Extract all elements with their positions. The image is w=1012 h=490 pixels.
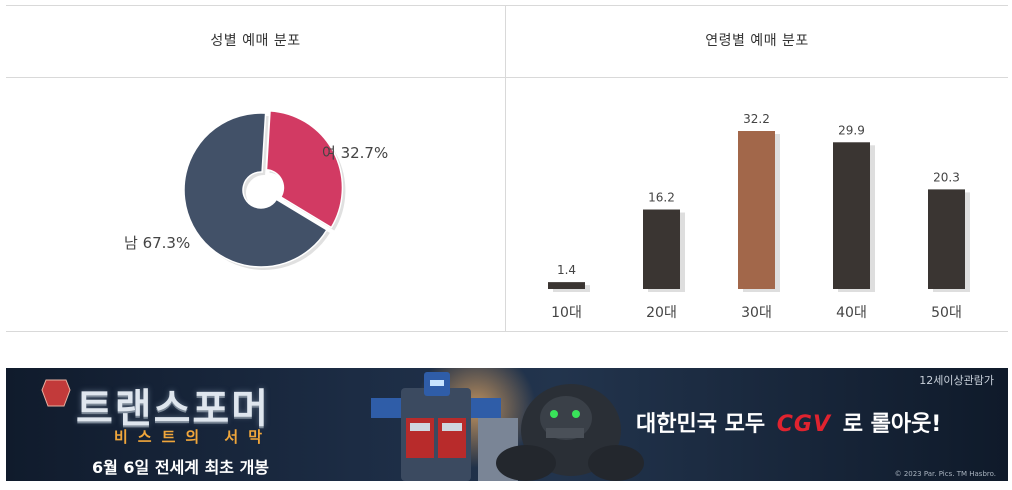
banner-movie-subtitle: 비스트의 서막 [114, 428, 273, 446]
cgv-logo: CGV [776, 412, 832, 437]
age-chart-title: 연령별 예매 분포 [705, 33, 809, 49]
bar-value-label: 29.9 [838, 123, 865, 137]
bar-10대 [548, 282, 585, 289]
female-share-label: 여 32.7% [322, 144, 389, 162]
banner-artwork [6, 368, 1008, 481]
header-divider [6, 77, 1008, 78]
gender-pie-svg [183, 110, 346, 271]
category-label: 10대 [551, 305, 582, 321]
bar-value-label: 32.2 [743, 112, 770, 126]
bar-50대 [928, 189, 965, 289]
bar-20대 [643, 209, 680, 289]
category-label: 50대 [931, 305, 962, 321]
banner-copyright: © 2023 Par. Pics. TM Hasbro. [894, 470, 996, 478]
age-bar-svg: 1.4 10대 16.2 20대 32.2 30대 29.9 40대 20.3 50대 [548, 112, 970, 321]
banner-slogan: 대한민국 모두 CGV 로 롤아웃! [636, 406, 941, 438]
optimus-primal-figure [496, 384, 644, 481]
banner-age-rating: 12세이상관람가 [919, 374, 994, 387]
bar-value-label: 1.4 [557, 263, 576, 277]
pie-slice-male [183, 112, 328, 268]
movie-ad-banner[interactable]: 트랜스포머 비스트의 서막 6월 6일 전세계 최초 개봉 12세이상관람가 대… [6, 368, 1008, 481]
gender-chart-title: 성별 예매 분포 [210, 33, 301, 49]
banner-movie-title: 트랜스포머 [76, 386, 270, 432]
optimus-prime-figure [371, 372, 518, 481]
booking-stats-section: 성별 예매 분포 연령별 예매 분포 여 32.7% 남 67.3% 1.4 10… [6, 5, 1008, 332]
slogan-prefix: 대한민국 모두 [636, 412, 766, 437]
banner-release-date: 6월 6일 전세계 최초 개봉 [92, 458, 270, 477]
bar-40대 [833, 142, 870, 289]
age-bar-chart: 1.4 10대 16.2 20대 32.2 30대 29.9 40대 20.3 50대 [506, 78, 1008, 330]
category-label: 40대 [836, 305, 867, 321]
slogan-suffix: 로 롤아웃! [842, 412, 942, 437]
category-label: 30대 [741, 305, 772, 321]
pie-slice-female [265, 110, 344, 229]
category-label: 20대 [646, 305, 677, 321]
bar-value-label: 20.3 [933, 170, 960, 184]
autobot-logo-icon [41, 379, 71, 407]
bar-value-label: 16.2 [648, 191, 675, 205]
gender-pie-chart: 여 32.7% 남 67.3% [6, 78, 505, 330]
male-share-label: 남 67.3% [124, 234, 191, 252]
bar-30대 [738, 131, 775, 289]
panel-divider [505, 6, 506, 331]
